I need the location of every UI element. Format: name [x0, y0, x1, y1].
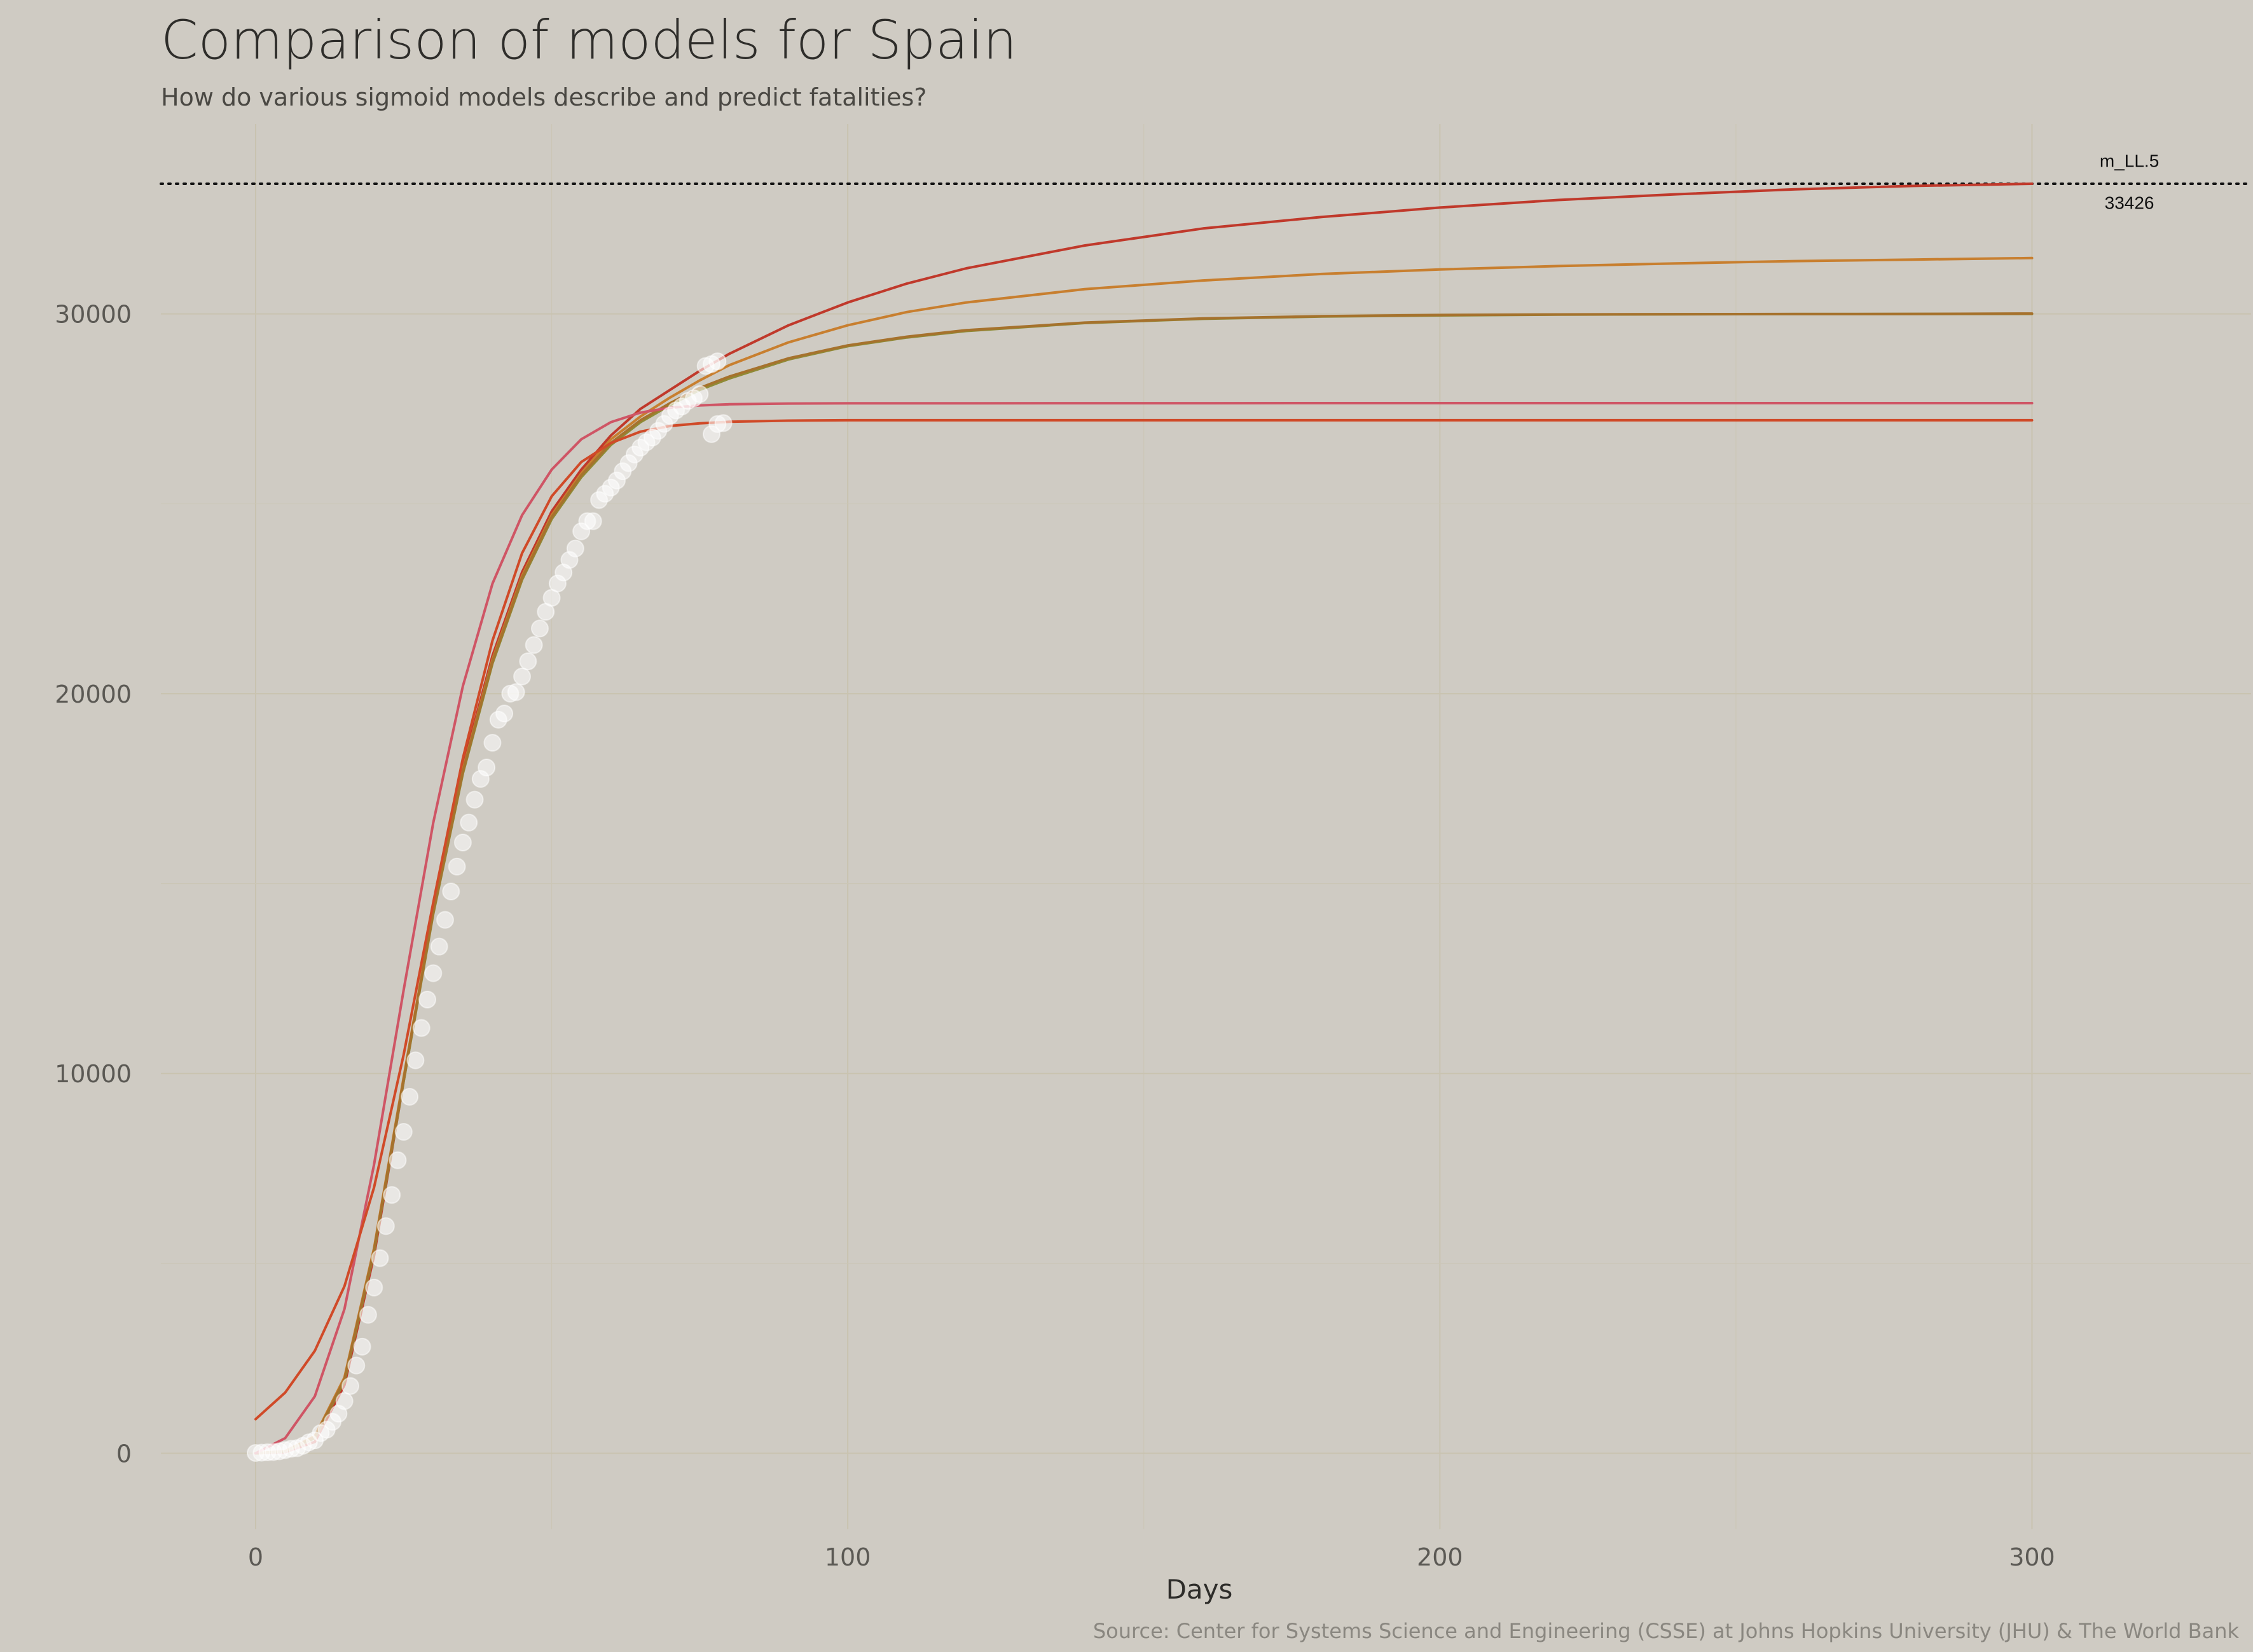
- data-point: [460, 813, 478, 832]
- data-point: [412, 1019, 431, 1037]
- data-point: [453, 834, 472, 852]
- y-tick-label: 0: [116, 1440, 132, 1468]
- data-point: [365, 1278, 383, 1297]
- annotations: m_LL.5 33426: [2100, 151, 2159, 213]
- data-point: [714, 414, 733, 432]
- model-curve-5: [254, 418, 2034, 1421]
- data-point: [448, 857, 466, 876]
- chart-subtitle: How do various sigmoid models describe a…: [161, 83, 927, 111]
- data-point: [436, 911, 454, 929]
- data-point: [478, 759, 496, 777]
- y-axis-ticks: 0 10000 20000 30000: [55, 301, 132, 1468]
- data-point: [442, 883, 460, 901]
- data-point: [483, 734, 502, 752]
- data-point: [401, 1087, 419, 1106]
- x-axis-ticks: 0 100 200 300: [248, 1543, 2055, 1571]
- data-point: [507, 683, 525, 701]
- data-point: [359, 1305, 377, 1324]
- chart-title: Comparison of models for Spain: [161, 9, 1017, 71]
- data-point: [465, 790, 484, 809]
- data-point: [389, 1151, 407, 1169]
- data-point: [406, 1051, 425, 1070]
- x-axis-title: Days: [1166, 1574, 1233, 1605]
- data-point: [430, 937, 448, 956]
- y-tick-label: 10000: [55, 1060, 132, 1088]
- annotation-label: 33426: [2105, 193, 2154, 212]
- data-point: [418, 990, 437, 1008]
- data-point: [341, 1377, 359, 1395]
- data-point: [495, 705, 514, 723]
- annotation-label: m_LL.5: [2100, 151, 2159, 171]
- x-tick-label: 200: [1417, 1543, 1463, 1571]
- data-point: [383, 1186, 401, 1204]
- observed-points: [246, 352, 733, 1462]
- y-tick-label: 20000: [55, 680, 132, 708]
- data-point: [371, 1249, 389, 1267]
- y-tick-label: 30000: [55, 301, 132, 329]
- data-point: [525, 636, 543, 654]
- source-caption: Source: Center for Systems Science and E…: [1093, 1619, 2240, 1643]
- data-point: [519, 652, 537, 671]
- model-curve-4: [254, 402, 2034, 1455]
- data-point: [424, 964, 443, 982]
- data-point: [335, 1392, 354, 1410]
- data-point: [691, 385, 709, 403]
- data-point: [376, 1217, 395, 1236]
- data-point: [530, 619, 549, 638]
- data-point: [566, 539, 584, 558]
- x-tick-label: 100: [825, 1543, 871, 1571]
- data-point: [584, 512, 602, 530]
- data-point: [394, 1122, 413, 1141]
- data-point: [347, 1356, 366, 1375]
- data-point: [513, 667, 532, 685]
- x-tick-label: 0: [248, 1543, 263, 1571]
- x-tick-label: 300: [2009, 1543, 2055, 1571]
- data-point: [353, 1337, 371, 1356]
- data-point: [708, 352, 727, 371]
